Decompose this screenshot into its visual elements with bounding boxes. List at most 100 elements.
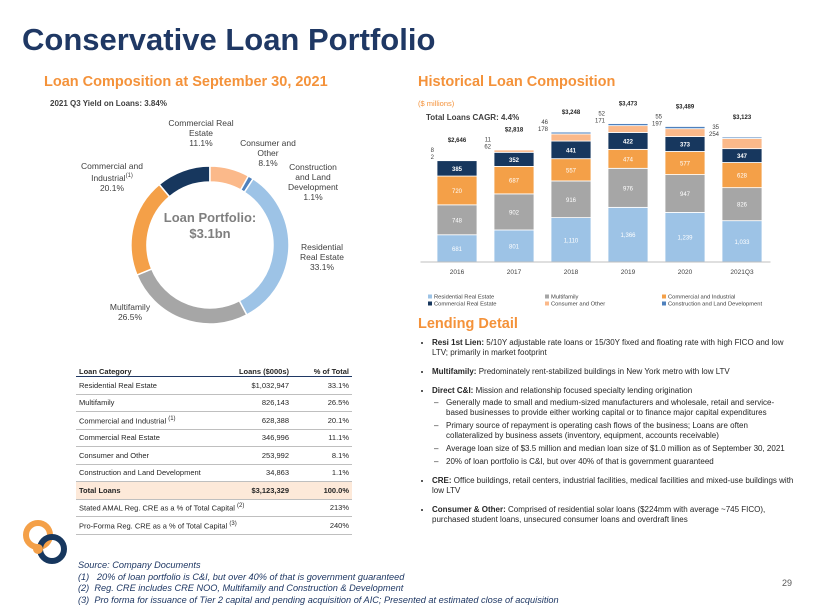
table-row: Commercial and Industrial (1) 628,388 20.1…: [76, 411, 352, 430]
legend-label: Commercial and Industrial: [668, 295, 735, 301]
sub-bullet: Generally made to small and medium-sized…: [434, 398, 794, 418]
sub-bullet: Average loan size of $3.5 million and me…: [434, 444, 794, 454]
lending-heading: Lending Detail: [418, 316, 518, 332]
logo-ring: [37, 534, 67, 564]
bar-label: 422: [623, 139, 634, 145]
bar-label: 347: [737, 154, 748, 160]
table-cell: 8.1%: [292, 446, 352, 465]
bar-segment: [493, 165, 535, 195]
cell-text: 20.1%: [327, 415, 349, 425]
donut-slice: [158, 165, 211, 198]
cell-text: Total Loans: [79, 485, 121, 495]
bar-segment: [550, 180, 592, 219]
footnotes: Source: Company Documents (1) 20% of loan…: [78, 560, 559, 606]
table-cell: 826,143: [232, 394, 292, 412]
cell-text: $3,123,329: [251, 485, 289, 495]
table-cell: Multifamily: [76, 394, 232, 412]
bar-label: 577: [680, 162, 691, 168]
center-value: $3.1bn: [189, 226, 231, 241]
bar-side-label: 8: [431, 148, 435, 154]
sub-bullet: Primary source of repayment is operating…: [434, 421, 794, 441]
chart-subtitle: ($ millions): [418, 99, 455, 108]
table-row: Multifamily 826,143 26.5%: [76, 394, 352, 412]
table-cell: 1.1%: [292, 464, 352, 482]
cell-text: Multifamily: [79, 398, 115, 408]
table-cell: 240%: [292, 516, 352, 535]
cell-text: 826,143: [261, 398, 289, 408]
donut-slice: [130, 183, 171, 277]
bar-label: 947: [680, 192, 691, 198]
table-row: Consumer and Other 253,992 8.1%: [76, 446, 352, 465]
logo-ring: [23, 520, 53, 550]
bar-segment: [493, 193, 535, 231]
table-cell: Residential Real Estate: [76, 376, 232, 395]
right-heading: Historical Loan Composition: [418, 74, 616, 90]
donut-value: 1.1%: [303, 192, 323, 202]
slide-title: Conservative Loan Portfolio: [22, 22, 436, 57]
x-tick-label: 2018: [564, 269, 579, 276]
x-tick-label: 2019: [621, 269, 636, 276]
sub-list: Generally made to small and medium-sized…: [432, 398, 794, 467]
footnote-mark: (1): [168, 415, 176, 422]
bar-segment: [607, 123, 649, 127]
bar-label: 474: [623, 157, 634, 163]
donut-value: 20.1%: [99, 182, 125, 193]
bar-side-label: 178: [538, 127, 549, 133]
bullet-text: Comprised of residential solar loans ($2…: [432, 505, 766, 524]
donut-value: 33.1%: [309, 262, 335, 272]
bar-segment: [607, 125, 649, 133]
bullet-lead: Resi 1st Lien:: [432, 338, 485, 347]
legend-swatch: [662, 301, 666, 306]
table-row: Residential Real Estate $1,032,947 33.1%: [76, 376, 352, 395]
bar-label: 441: [566, 148, 577, 154]
table-cell: Commercial and Industrial (1): [76, 411, 232, 430]
cell-text: Commercial and Industrial: [79, 416, 167, 425]
legend-swatch: [428, 301, 432, 306]
cell-text: 11.1%: [328, 433, 349, 443]
bar-segment: [550, 217, 592, 263]
table-cell: 34,863: [232, 464, 292, 482]
bar-segment: [436, 175, 478, 206]
left-heading: Loan Composition at September 30, 2021: [44, 74, 328, 90]
bullet: Direct C&I: Mission and relationship foc…: [432, 386, 794, 467]
bar-label: 557: [566, 168, 577, 174]
lending-detail: Resi 1st Lien: 5/10Y adjustable rate loa…: [418, 338, 794, 534]
donut-category: Consumer and Other: [240, 138, 296, 158]
legend-label: Construction and Land Development: [668, 302, 762, 308]
page-number: 29: [782, 578, 793, 588]
bullet-list: Resi 1st Lien: 5/10Y adjustable rate loa…: [418, 338, 794, 525]
header-cell: % of Total: [292, 351, 352, 377]
bar-label: 916: [566, 198, 577, 204]
bar-segment: [721, 136, 763, 139]
bar-label: 385: [452, 167, 463, 173]
table-cell: 213%: [292, 499, 352, 517]
legend-label: Commercial Real Estate: [434, 302, 497, 308]
cell-text: 213%: [329, 503, 349, 513]
bar-label: 1,110: [564, 238, 579, 244]
bar-label: 720: [452, 189, 463, 195]
bar-total: $3,489: [676, 104, 695, 110]
bar-side-label: 62: [484, 144, 491, 150]
table-cell: 346,996: [232, 429, 292, 447]
cell-text: 346,996: [261, 433, 289, 443]
bar-label: 681: [452, 247, 463, 253]
legend-swatch: [662, 294, 666, 299]
footnote: (2) Reg. CRE includes CRE NOO, Multifami…: [78, 583, 404, 593]
cell-text: Commercial Real Estate: [79, 433, 160, 443]
bar-side-label: 2: [431, 155, 435, 161]
logo: [23, 520, 67, 564]
table-row: Commercial Real Estate 346,996 11.1%: [76, 429, 352, 447]
center-label: Loan Portfolio:: [163, 210, 257, 225]
table-cell: Consumer and Other: [76, 446, 232, 465]
cell-text: 26.5%: [327, 398, 349, 408]
table-cell: $3,123,329: [232, 481, 292, 500]
cell-text: 628,388: [261, 415, 289, 425]
bar-segment: [721, 187, 763, 222]
bar-total: $3,473: [619, 102, 638, 108]
footnote-mark: (3): [229, 520, 237, 527]
table-cell: 26.5%: [292, 394, 352, 412]
donut-category: Residential Real Estate: [300, 242, 344, 262]
yield-note: 2021 Q3 Yield on Loans: 3.84%: [50, 99, 167, 108]
footnote: (3) Pro forma for issuance of Tier 2 cap…: [78, 594, 559, 605]
